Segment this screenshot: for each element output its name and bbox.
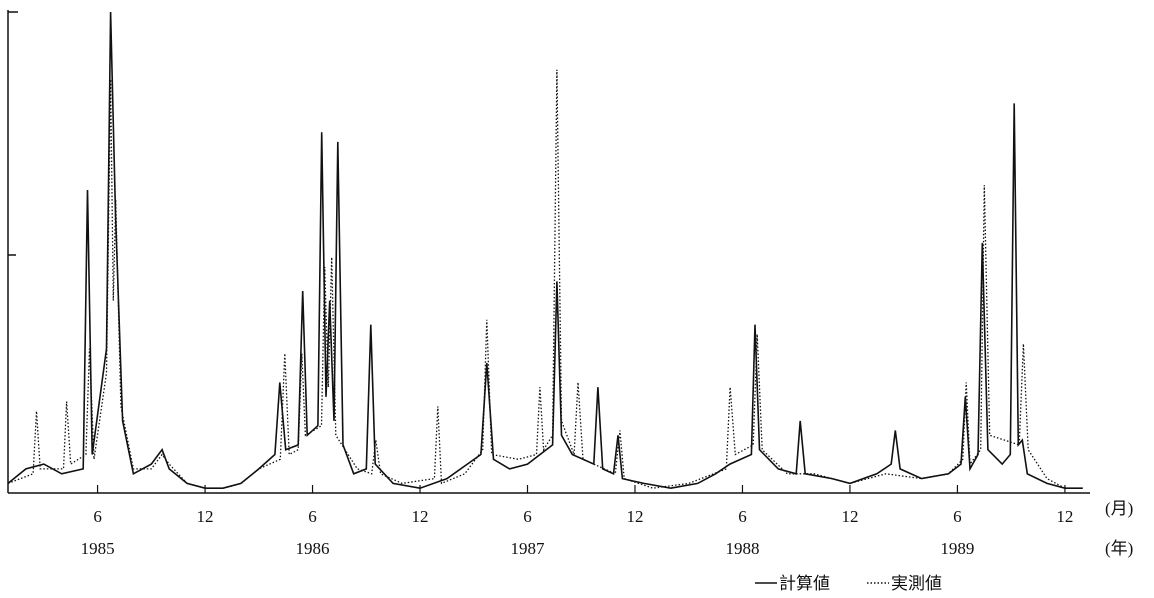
year-label: 1986 [296, 539, 330, 558]
legend-label: 計算値 [779, 574, 830, 593]
year-label: 1987 [511, 539, 546, 558]
year-unit-label: (年) [1105, 539, 1133, 558]
year-label: 1985 [81, 539, 115, 558]
x-tick-label: 12 [841, 507, 858, 526]
x-tick-label: 6 [308, 507, 317, 526]
x-tick-label: 6 [738, 507, 747, 526]
x-tick-label: 12 [197, 507, 214, 526]
legend-label: 実測値 [891, 574, 942, 593]
x-unit-label: (月) [1105, 499, 1133, 518]
year-label: 1989 [940, 539, 974, 558]
x-tick-label: 12 [1056, 507, 1073, 526]
series-line [7, 69, 1083, 489]
x-tick-label: 6 [523, 507, 532, 526]
year-label: 1988 [725, 539, 759, 558]
x-tick-label: 6 [93, 507, 102, 526]
x-tick-label: 6 [953, 507, 962, 526]
x-tick-label: 12 [626, 507, 643, 526]
series-line [7, 11, 1083, 490]
x-tick-label: 12 [412, 507, 429, 526]
